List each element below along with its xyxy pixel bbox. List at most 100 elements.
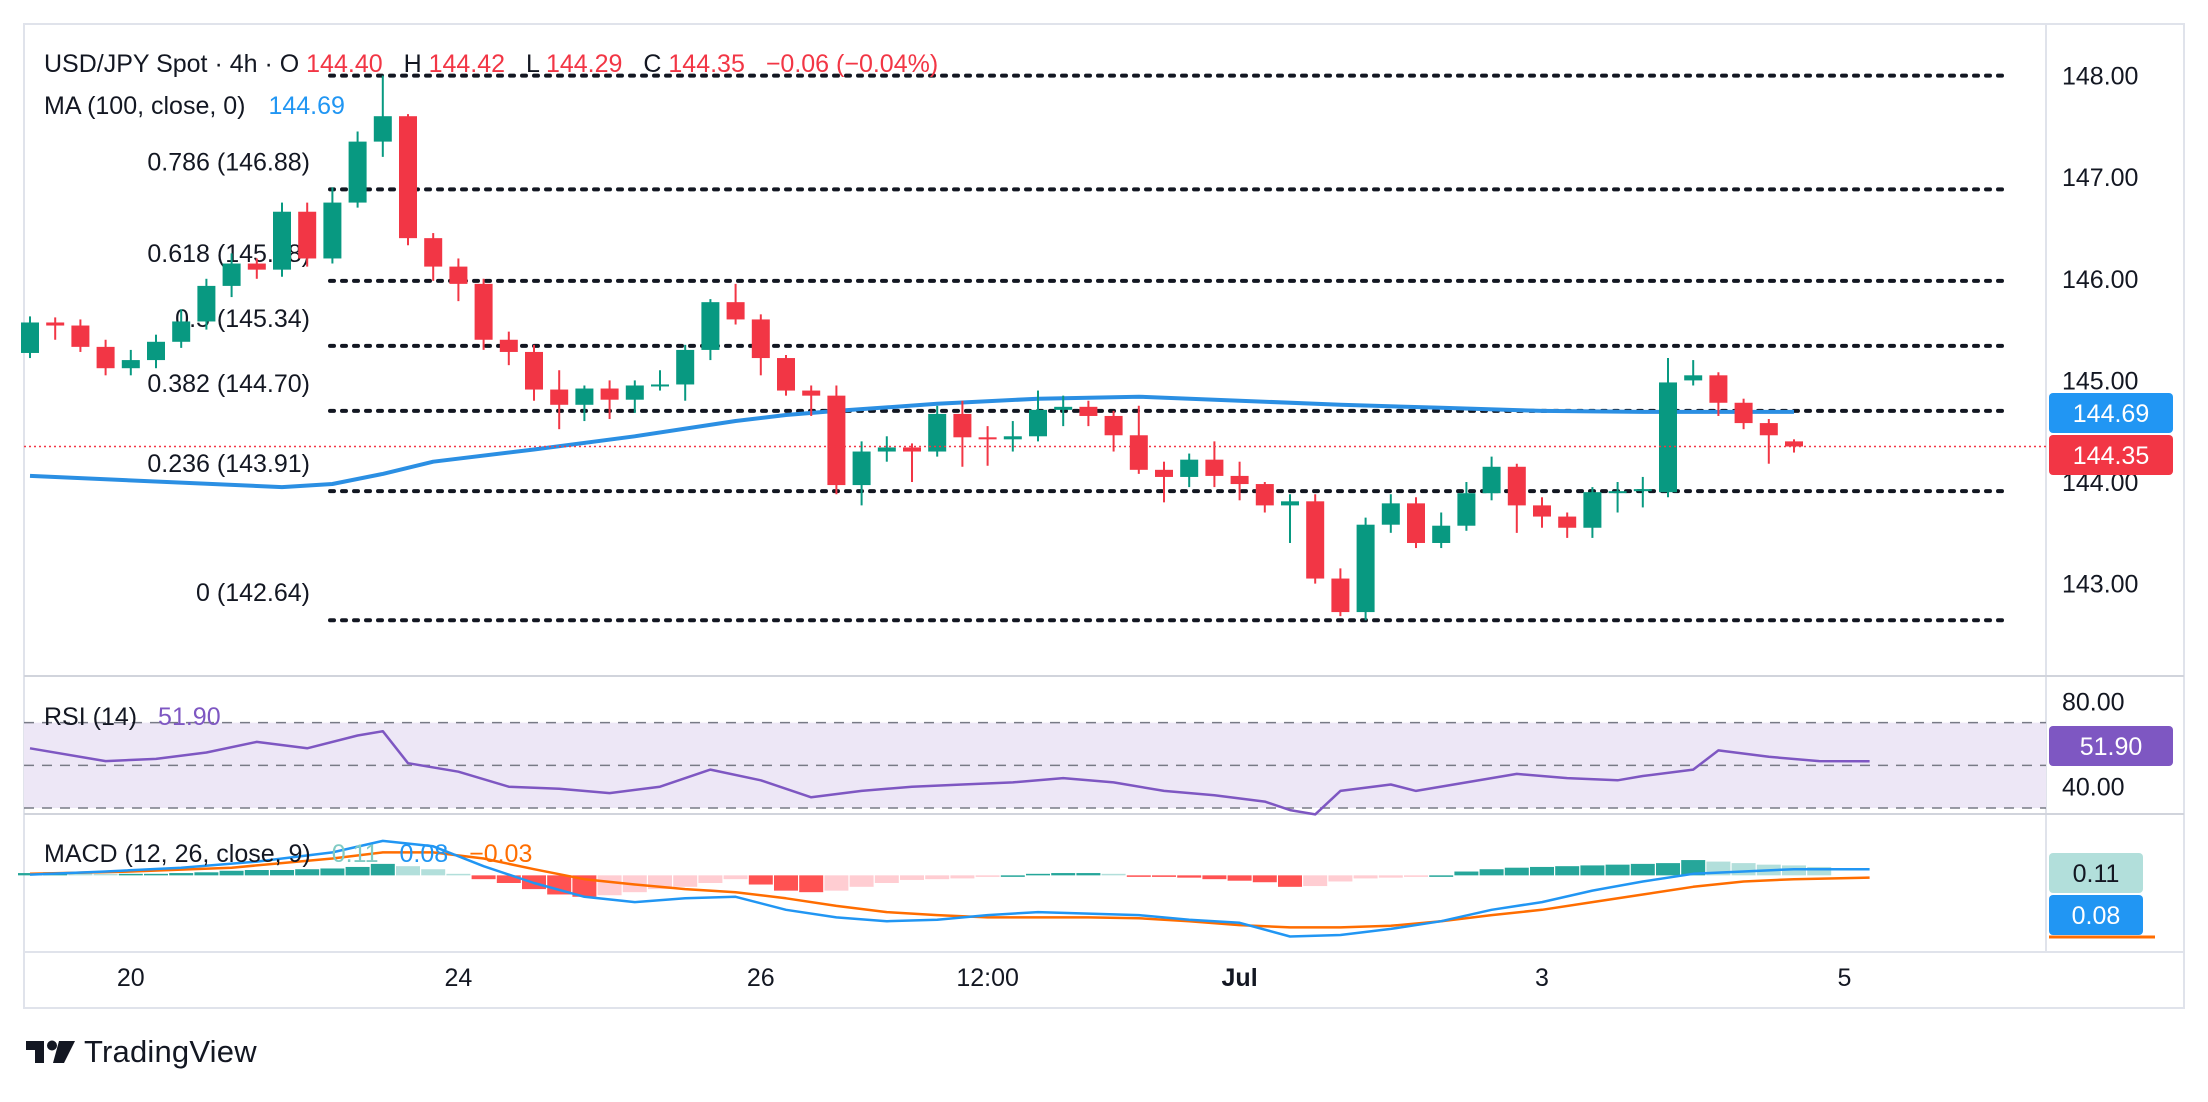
time-tick-label: 24 bbox=[444, 964, 472, 992]
candle-body bbox=[525, 351, 543, 390]
candle-body bbox=[1407, 503, 1425, 543]
candle-body bbox=[348, 141, 367, 203]
macd-hist-bar bbox=[1580, 865, 1605, 876]
candle-body bbox=[1180, 459, 1199, 477]
candle-body bbox=[575, 388, 594, 405]
candle-body bbox=[751, 319, 770, 359]
macd-hist-bar bbox=[900, 875, 924, 880]
macd-pane bbox=[18, 839, 1870, 938]
macd-hist-bar bbox=[144, 873, 168, 876]
candle bbox=[399, 114, 417, 246]
candle bbox=[525, 344, 543, 401]
candle-body bbox=[96, 346, 115, 369]
fib-label-5: 0 (142.64) bbox=[196, 579, 310, 607]
macd-hist-bar bbox=[1454, 871, 1479, 876]
macd-hist-bar bbox=[1076, 873, 1101, 876]
candle-body bbox=[1331, 578, 1350, 613]
macd-hist-bar bbox=[874, 875, 899, 883]
candle bbox=[449, 258, 468, 302]
candle bbox=[273, 202, 291, 277]
candle-body bbox=[978, 437, 997, 440]
candle-body bbox=[1205, 459, 1224, 476]
time-axis[interactable]: 20 24 26 12:00 Jul 3 5 bbox=[117, 964, 1851, 992]
candle-body bbox=[928, 413, 947, 452]
candle bbox=[197, 278, 216, 330]
time-tick-label: 26 bbox=[747, 964, 775, 992]
legend-macd-hist: 0.11 bbox=[332, 840, 379, 868]
candle bbox=[348, 131, 367, 208]
macd-hist-bar bbox=[1152, 875, 1176, 877]
macd-hist-bar bbox=[421, 869, 446, 876]
brand[interactable]: TradingView bbox=[26, 1034, 257, 1070]
candle bbox=[1734, 398, 1753, 430]
legend-close-label: C bbox=[643, 50, 661, 78]
candle-body bbox=[323, 202, 342, 259]
candle bbox=[222, 253, 241, 298]
candle-body bbox=[1633, 489, 1652, 492]
macd-hist-bar bbox=[925, 875, 950, 880]
legend-close-value: 144.35 bbox=[668, 50, 744, 78]
legend-low-label: L bbox=[526, 50, 540, 78]
candles bbox=[21, 75, 1803, 621]
macd-hist-bar bbox=[446, 873, 471, 876]
fib-label-0: 0.786 (146.88) bbox=[147, 148, 310, 176]
macd-hist-bar bbox=[244, 870, 269, 876]
macd-hist-bar bbox=[950, 875, 975, 879]
macd-hist-bar bbox=[597, 875, 622, 896]
rsi-badge-label: 51.90 bbox=[2080, 733, 2143, 761]
time-tick-label: 3 bbox=[1535, 964, 1549, 992]
candle bbox=[1003, 421, 1022, 452]
candle bbox=[1155, 461, 1173, 503]
macd-hist-bar bbox=[1504, 867, 1529, 876]
candle bbox=[852, 441, 871, 506]
macd-hist-bar bbox=[118, 873, 143, 876]
candle-body bbox=[121, 360, 140, 369]
macd-hist-bar bbox=[1252, 875, 1277, 883]
candle-body bbox=[1230, 475, 1249, 485]
candle bbox=[1659, 358, 1677, 498]
candle-body bbox=[550, 389, 569, 405]
candle-body bbox=[701, 302, 720, 350]
candle bbox=[1205, 441, 1224, 488]
candle bbox=[71, 319, 90, 352]
legend-symbol-row: USD/JPY Spot · 4h · O 144.40 H 144.42 L … bbox=[44, 50, 938, 78]
macd-hist-bar bbox=[1731, 863, 1756, 876]
time-tick-label: 5 bbox=[1837, 964, 1851, 992]
time-tick-label: 12:00 bbox=[956, 964, 1019, 992]
candle-body bbox=[600, 388, 619, 400]
macd-hist-bar bbox=[1026, 873, 1050, 876]
ma-line bbox=[29, 394, 1794, 490]
candle bbox=[298, 202, 317, 267]
macd-hist-bar bbox=[68, 873, 93, 876]
macd-hist-bar bbox=[1530, 866, 1554, 876]
candle bbox=[827, 385, 846, 495]
candle-body bbox=[373, 116, 392, 142]
candle-body bbox=[1104, 415, 1123, 436]
candle bbox=[1608, 482, 1627, 513]
chart-frame bbox=[23, 23, 2185, 1009]
macd-hist-bar bbox=[1555, 866, 1580, 876]
candle bbox=[1633, 476, 1652, 508]
macd-hist-bar bbox=[1656, 863, 1680, 876]
candle-body bbox=[852, 451, 871, 486]
candle-body bbox=[1608, 491, 1627, 494]
price-tick-label: 147.00 bbox=[2062, 164, 2138, 192]
rsi-tick-label: 80.00 bbox=[2062, 688, 2125, 716]
candle-body bbox=[1356, 524, 1375, 613]
candle-body bbox=[953, 413, 972, 438]
candle bbox=[21, 316, 39, 359]
candle bbox=[474, 278, 493, 350]
candle-body bbox=[298, 211, 317, 259]
candle-body bbox=[1507, 466, 1526, 506]
macd-hist-bar bbox=[1328, 875, 1353, 882]
macd-hist-bar bbox=[1177, 875, 1202, 878]
candle-body bbox=[1583, 492, 1602, 528]
ma-100-line bbox=[29, 394, 1794, 490]
macd-hist-bar bbox=[849, 875, 874, 887]
candle-body bbox=[1003, 436, 1022, 440]
candle-body bbox=[222, 263, 241, 286]
tradingview-logo-icon bbox=[26, 1040, 75, 1063]
